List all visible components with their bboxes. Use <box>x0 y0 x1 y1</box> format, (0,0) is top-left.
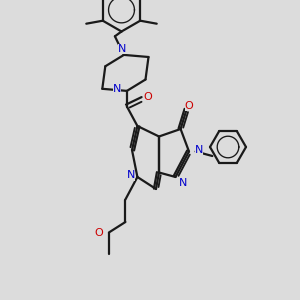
Text: N: N <box>127 170 135 181</box>
Text: N: N <box>178 178 187 188</box>
Text: O: O <box>184 101 194 111</box>
Text: O: O <box>94 227 103 238</box>
Text: O: O <box>143 92 152 103</box>
Text: N: N <box>118 44 127 55</box>
Text: N: N <box>195 145 203 155</box>
Text: N: N <box>112 84 121 94</box>
